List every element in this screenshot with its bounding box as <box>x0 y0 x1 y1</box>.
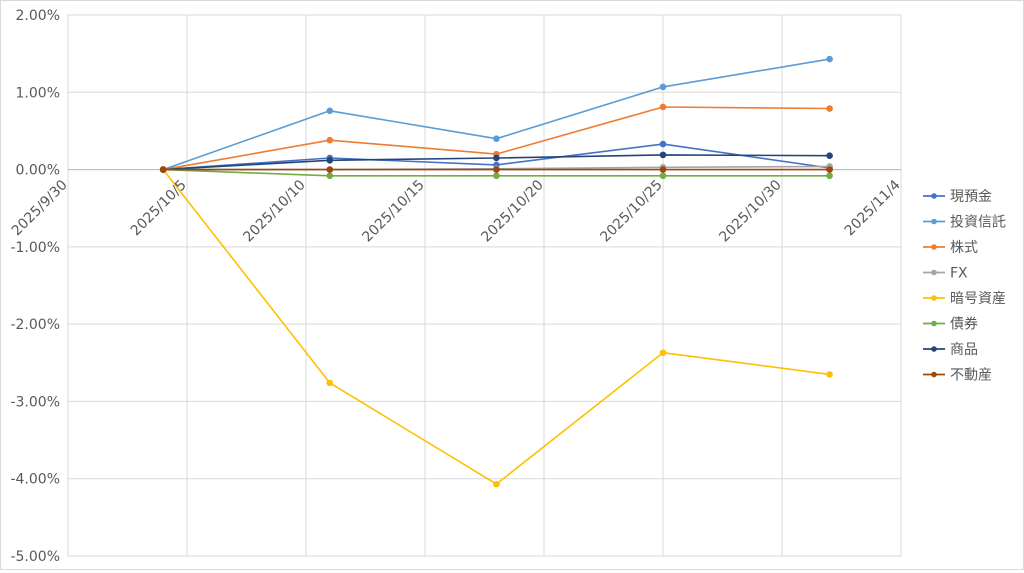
legend-label: 現預金 <box>950 189 992 205</box>
data-point <box>493 172 500 180</box>
data-point <box>493 154 500 162</box>
data-point <box>493 135 500 142</box>
data-point <box>326 107 334 115</box>
legend-entry: 不動産 <box>923 368 992 384</box>
data-point <box>659 83 667 91</box>
data-point <box>493 480 500 488</box>
legend-label: FX <box>950 266 968 282</box>
data-point <box>659 140 667 148</box>
data-point <box>326 379 334 387</box>
y-tick-label: -4.00% <box>10 472 60 488</box>
series-7 <box>159 151 833 173</box>
legend-entry: 株式 <box>923 240 978 256</box>
data-point <box>659 151 667 159</box>
series-2 <box>159 55 833 173</box>
y-tick-label: -3.00% <box>10 394 60 410</box>
legend-label: 投資信託 <box>950 215 1006 231</box>
legend-marker <box>931 193 937 199</box>
legend-entry: 投資信託 <box>923 215 1006 231</box>
legend-label: 商品 <box>950 342 978 358</box>
data-point <box>826 55 833 63</box>
legend-marker <box>931 320 937 327</box>
x-tick-label: 2025/10/25 <box>597 177 665 245</box>
legend-entry: 債券 <box>923 317 978 333</box>
x-tick-label: 2025/10/15 <box>359 177 427 245</box>
legend-marker <box>931 371 937 378</box>
data-point <box>326 172 334 180</box>
y-tick-label: 1.00% <box>16 85 60 101</box>
data-point <box>159 166 167 173</box>
tick-labels: 2.00% 1.00% 0.00% -1.00% -2.00% -3.00% -4.00% -… <box>9 8 904 565</box>
y-tick-label: -5.00% <box>10 549 60 565</box>
data-point <box>826 371 833 378</box>
data-point <box>326 156 334 164</box>
data-point <box>493 166 500 173</box>
y-tick-label: -2.00% <box>10 317 60 333</box>
legend-entry: 暗号資産 <box>923 291 1006 307</box>
data-point <box>826 105 833 112</box>
y-tick-label: 2.00% <box>16 8 60 24</box>
legend-label: 株式 <box>950 240 978 256</box>
x-tick-label: 2025/10/5 <box>128 177 190 239</box>
legend-label: 債券 <box>950 317 978 333</box>
y-tick-label: -1.00% <box>10 240 60 256</box>
x-tick-label: 2025/10/20 <box>478 177 546 245</box>
data-point <box>326 136 334 144</box>
series-8 <box>159 166 833 173</box>
legend-marker <box>931 295 937 301</box>
data-point <box>826 152 833 159</box>
data-point <box>659 349 667 357</box>
legend-marker <box>931 269 937 276</box>
data-point <box>826 172 833 180</box>
x-tick-label: 2025/10/10 <box>240 177 308 245</box>
legend-label: 暗号資産 <box>950 291 1006 307</box>
data-point <box>326 166 334 173</box>
data-point <box>659 172 667 180</box>
x-tick-label: 2025/11/4 <box>842 177 904 239</box>
series-lines <box>159 55 833 488</box>
data-point <box>659 103 667 111</box>
legend-entry: 現預金 <box>923 189 992 205</box>
legend-marker <box>931 346 937 352</box>
axes <box>67 14 902 557</box>
gridlines <box>67 14 902 557</box>
legend-entry: 商品 <box>923 342 978 358</box>
legend-label: 不動産 <box>950 368 992 384</box>
x-tick-label: 2025/9/30 <box>9 177 71 239</box>
y-tick-label: 0.00% <box>16 163 60 179</box>
plot-area-border <box>67 14 902 557</box>
data-point <box>659 166 667 173</box>
data-point <box>826 166 833 173</box>
legend-entry: FX <box>923 266 968 282</box>
legend-marker <box>931 244 937 250</box>
x-tick-label: 2025/10/30 <box>716 177 784 245</box>
legend-marker <box>931 218 937 225</box>
